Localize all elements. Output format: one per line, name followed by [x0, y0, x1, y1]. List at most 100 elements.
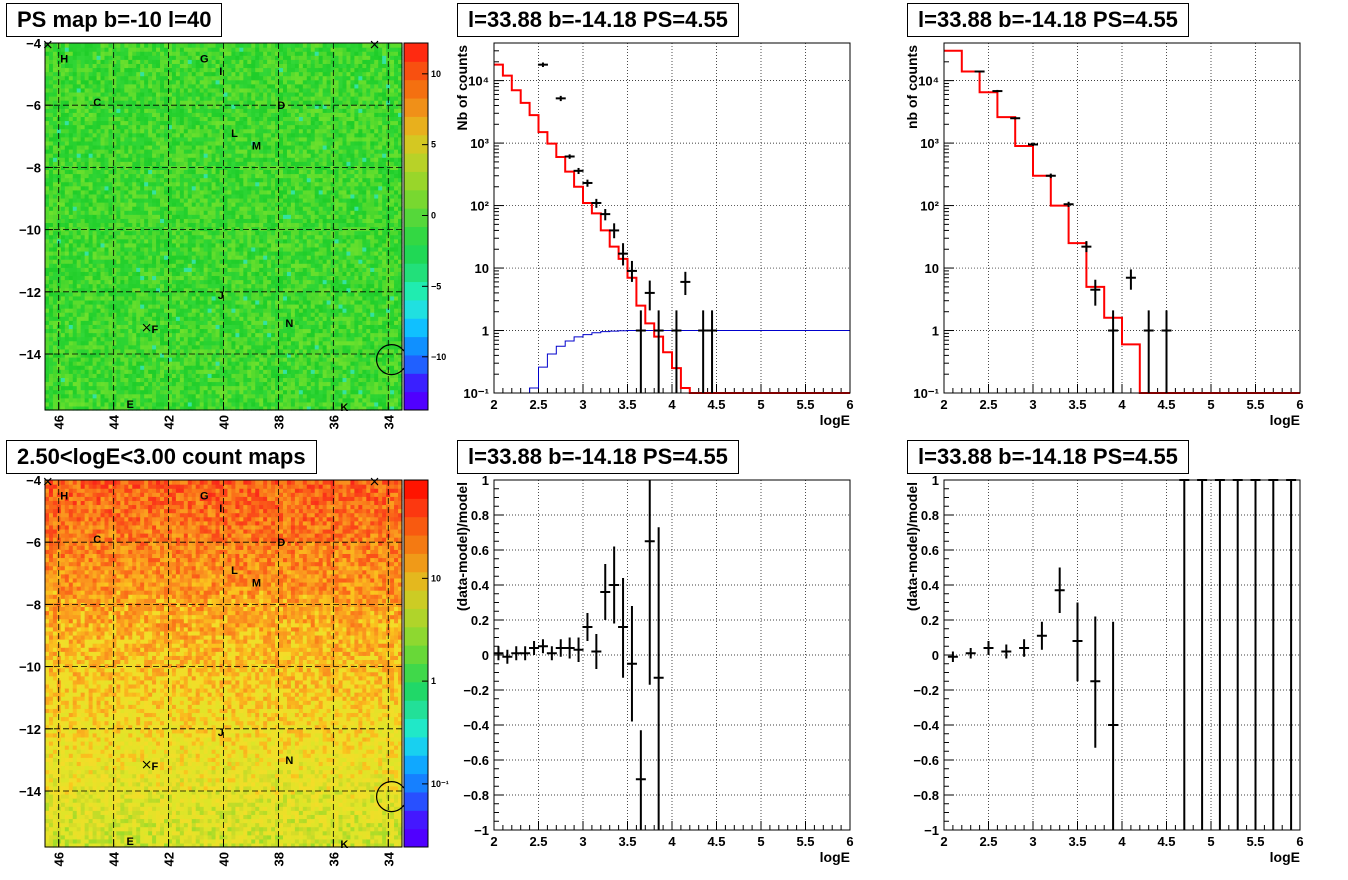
- y-tick-label: 10⁻¹: [463, 386, 489, 401]
- y-tick-label: −6: [26, 535, 41, 550]
- colorbar-segment: [404, 719, 428, 738]
- y-tick-label: −12: [19, 285, 41, 300]
- x-tick-label: 2: [490, 397, 497, 412]
- colorbar-segment: [404, 373, 428, 392]
- colorbar-segment: [404, 208, 428, 227]
- residual-b-title: l=33.88 b=-14.18 PS=4.55: [907, 440, 1189, 474]
- x-tick-label: 6: [846, 834, 853, 849]
- x-tick-label: 4.5: [707, 397, 725, 412]
- y-axis-label: nb of counts: [904, 45, 920, 129]
- residual-a-title: l=33.88 b=-14.18 PS=4.55: [457, 440, 739, 474]
- colorbar-segment: [404, 282, 428, 301]
- map-top-title: PS map b=-10 l=40: [6, 3, 222, 37]
- colorbar-segment: [404, 700, 428, 719]
- colorbar-tick-label: 1: [431, 676, 436, 686]
- x-tick-label: 34: [381, 414, 396, 429]
- y-tick-label: −1: [474, 823, 489, 838]
- y-tick-label: 10³: [920, 136, 939, 151]
- colorbar-segment: [404, 43, 428, 62]
- x-tick-label: 3.5: [618, 397, 636, 412]
- x-tick-label: 3: [579, 397, 586, 412]
- colorbar-segment: [404, 190, 428, 209]
- x-tick-label: 40: [217, 415, 232, 429]
- colorbar-segment: [404, 245, 428, 264]
- y-tick-label: −10: [19, 660, 41, 675]
- x-tick-label: 3.5: [1068, 834, 1086, 849]
- colorbar-tick-label: 0: [431, 210, 436, 220]
- x-tick-label: 3: [1029, 834, 1036, 849]
- y-tick-label: 0: [932, 648, 939, 663]
- y-tick-label: 0.2: [921, 613, 939, 628]
- x-tick-label: 40: [217, 852, 232, 866]
- colorbar-segment: [404, 810, 428, 829]
- colorbar-segment: [404, 792, 428, 811]
- colorbar-segment: [404, 590, 428, 609]
- colorbar-tick-label: 10: [431, 573, 441, 583]
- x-tick-label: 5.5: [1246, 834, 1264, 849]
- y-tick-label: 0.6: [471, 543, 489, 558]
- x-tick-label: 6: [846, 397, 853, 412]
- source-label-M: M: [252, 141, 261, 153]
- x-axis-label: logE: [820, 849, 850, 865]
- x-tick-label: 36: [326, 852, 341, 866]
- y-tick-label: 10: [475, 261, 489, 276]
- y-axis-label: Nb of counts: [454, 45, 470, 131]
- colorbar-segment: [404, 227, 428, 246]
- source-label-I: I: [219, 66, 222, 78]
- model-line: [944, 51, 1300, 393]
- x-tick-label: 6: [1296, 834, 1303, 849]
- colorbar-segment: [404, 337, 428, 356]
- source-label-G: G: [200, 491, 209, 503]
- x-tick-label: 5: [1207, 397, 1214, 412]
- y-tick-label: 0: [482, 648, 489, 663]
- colorbar-segment: [404, 318, 428, 337]
- y-tick-label: −4: [26, 473, 42, 488]
- x-tick-label: 4: [668, 834, 676, 849]
- x-tick-label: 5.5: [796, 397, 814, 412]
- y-tick-label: −0.4: [913, 718, 939, 733]
- colorbar-segment: [404, 263, 428, 282]
- y-tick-label: 1: [482, 324, 489, 339]
- colorbar-segment: [404, 498, 428, 517]
- colorbar-segment: [404, 572, 428, 591]
- x-tick-label: 4.5: [1157, 834, 1175, 849]
- colorbar-segment: [404, 664, 428, 683]
- y-axis-label: (data-model)/model: [904, 482, 920, 611]
- colorbar-tick-label: 10⁻¹: [431, 779, 449, 789]
- x-tick-label: 42: [162, 852, 177, 866]
- y-tick-label: 10⁻¹: [913, 386, 939, 401]
- x-tick-label: 2: [490, 834, 497, 849]
- y-tick-label: −6: [26, 98, 41, 113]
- y-tick-label: −14: [19, 347, 42, 362]
- y-tick-label: 0.8: [471, 508, 489, 523]
- x-tick-label: 2.5: [979, 397, 997, 412]
- y-tick-label: −8: [26, 597, 41, 612]
- colorbar-tick-label: 10: [431, 69, 441, 79]
- x-tick-label: 2.5: [529, 397, 547, 412]
- x-tick-label: 3: [579, 834, 586, 849]
- y-tick-label: 10³: [470, 136, 489, 151]
- y-tick-label: −0.4: [463, 718, 489, 733]
- y-tick-label: −0.2: [463, 683, 489, 698]
- y-tick-label: 0.2: [471, 613, 489, 628]
- source-label-N: N: [285, 318, 293, 330]
- y-tick-label: 1: [932, 473, 939, 488]
- x-tick-label: 46: [52, 852, 67, 866]
- source-label-K: K: [340, 402, 348, 414]
- source-label-F: F: [151, 761, 158, 773]
- source-label-L: L: [231, 128, 238, 140]
- x-tick-label: 4: [1118, 397, 1126, 412]
- colorbar-segment: [404, 627, 428, 646]
- x-tick-label: 4: [668, 397, 676, 412]
- colorbar-segment: [404, 645, 428, 664]
- spectrum-a-title: l=33.88 b=-14.18 PS=4.55: [457, 3, 739, 37]
- x-tick-label: 5.5: [796, 834, 814, 849]
- source-label-M: M: [252, 578, 261, 590]
- y-tick-label: 0.6: [921, 543, 939, 558]
- colorbar-segment: [404, 392, 428, 411]
- y-tick-label: 1: [932, 324, 939, 339]
